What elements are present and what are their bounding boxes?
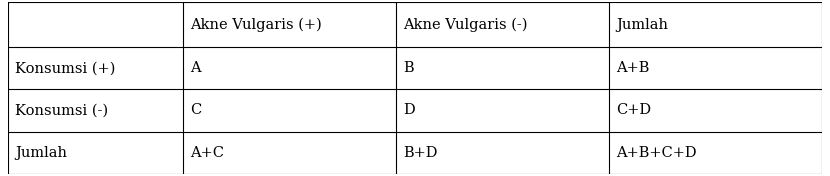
Text: A+B+C+D: A+B+C+D: [616, 146, 696, 160]
Text: Akne Vulgaris (-): Akne Vulgaris (-): [403, 17, 527, 32]
Text: C: C: [190, 103, 201, 117]
Text: Konsumsi (-): Konsumsi (-): [15, 103, 108, 117]
Text: Akne Vulgaris (+): Akne Vulgaris (+): [190, 17, 321, 32]
Text: D: D: [403, 103, 414, 117]
Text: B+D: B+D: [403, 146, 437, 160]
Text: A: A: [190, 61, 200, 75]
Text: B: B: [403, 61, 413, 75]
Text: A+C: A+C: [190, 146, 224, 160]
Text: C+D: C+D: [616, 103, 651, 117]
Text: Jumlah: Jumlah: [15, 146, 66, 160]
Text: A+B: A+B: [616, 61, 649, 75]
Text: Jumlah: Jumlah: [616, 18, 668, 32]
Text: Konsumsi (+): Konsumsi (+): [15, 61, 115, 75]
